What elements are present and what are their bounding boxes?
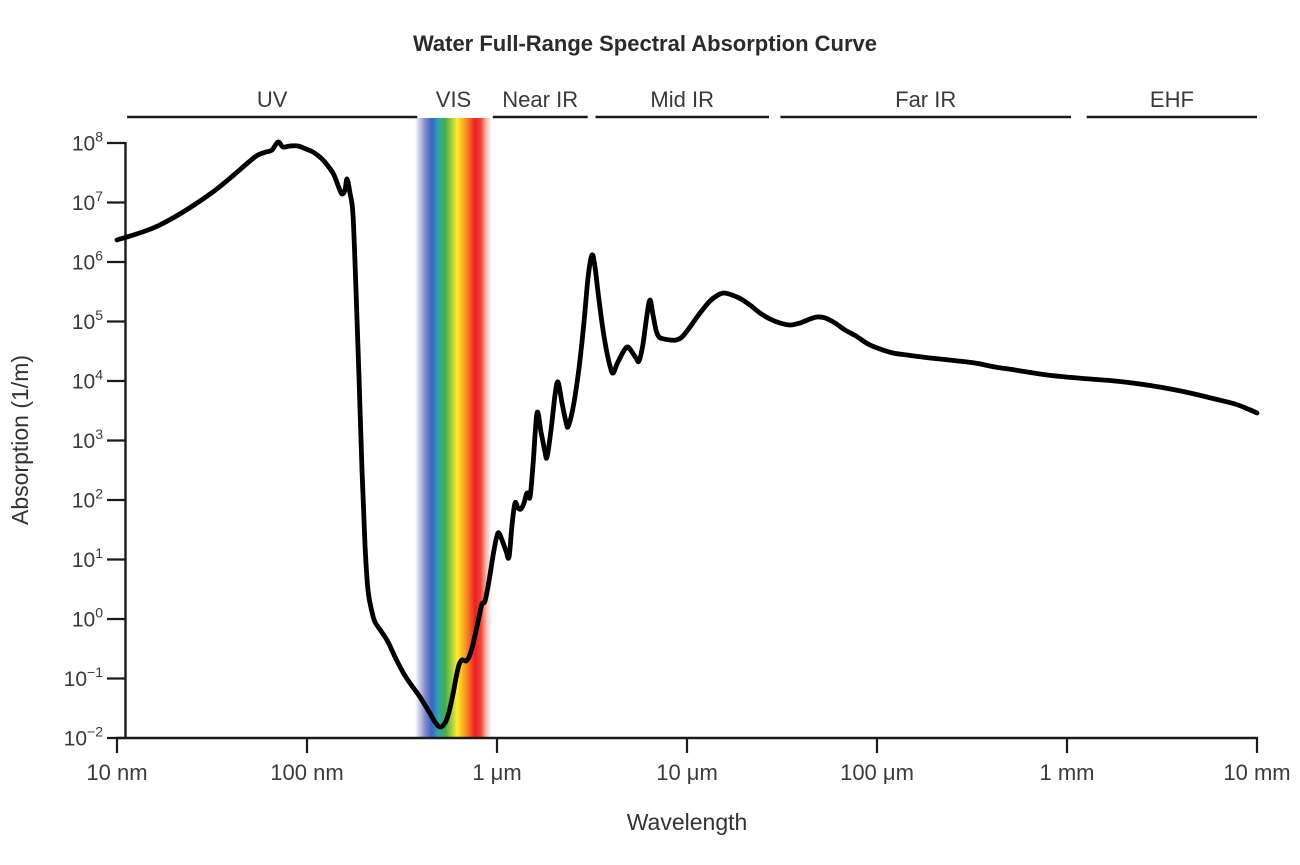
region-label-ehf: EHF bbox=[1150, 87, 1194, 112]
y-tick-label: 100 bbox=[72, 605, 103, 632]
x-tick-label: 1 μm bbox=[472, 760, 521, 785]
y-tick-label: 108 bbox=[72, 129, 103, 156]
y-tick-label: 101 bbox=[72, 545, 103, 572]
x-tick-label: 10 mm bbox=[1223, 760, 1290, 785]
y-axis-label: Absorption (1/m) bbox=[7, 355, 33, 525]
spectral-region-layer: UV VIS Near IR Mid IR Far IR EHF bbox=[127, 87, 1257, 119]
x-ticks: 10 nm 100 nm 1 μm 10 μm 100 μm 1 mm 10 mm bbox=[86, 738, 1291, 785]
x-tick-label: 10 nm bbox=[86, 760, 147, 785]
y-tick-label: 10−2 bbox=[64, 724, 104, 751]
y-tick-label: 103 bbox=[72, 426, 103, 453]
region-label-vis: VIS bbox=[436, 87, 471, 112]
region-label-uv: UV bbox=[257, 87, 288, 112]
vis-band-layer bbox=[415, 118, 492, 737]
x-tick-label: 1 mm bbox=[1040, 760, 1095, 785]
region-label-mid-ir: Mid IR bbox=[650, 87, 714, 112]
y-tick-label: 104 bbox=[72, 367, 103, 394]
y-ticks: 108 107 106 105 104 103 102 101 100 10−1 10−2 bbox=[64, 129, 125, 751]
region-label-far-ir: Far IR bbox=[895, 87, 956, 112]
visible-spectrum-band bbox=[415, 118, 492, 737]
y-tick-label: 107 bbox=[72, 188, 103, 215]
x-tick-label: 100 μm bbox=[840, 760, 914, 785]
y-tick-label: 105 bbox=[72, 307, 103, 334]
x-axis-label: Wavelength bbox=[627, 809, 748, 835]
y-tick-label: 102 bbox=[72, 486, 103, 513]
y-tick-label: 106 bbox=[72, 248, 103, 275]
x-tick-label: 100 nm bbox=[270, 760, 343, 785]
region-label-near-ir: Near IR bbox=[502, 87, 578, 112]
absorption-curve bbox=[114, 139, 1260, 730]
x-tick-label: 10 μm bbox=[656, 760, 718, 785]
y-tick-label: 10−1 bbox=[64, 664, 104, 691]
chart-title: Water Full-Range Spectral Absorption Cur… bbox=[413, 31, 877, 56]
